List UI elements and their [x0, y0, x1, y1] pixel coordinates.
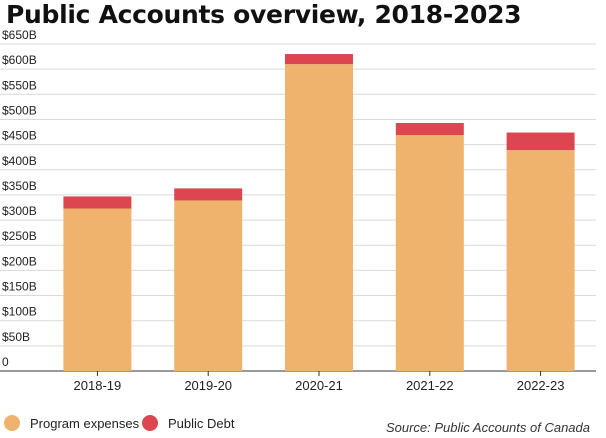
legend-item-program-expenses: Program expenses — [4, 415, 139, 431]
y-tick-label: 0 — [2, 355, 9, 369]
y-tick-label: $150B — [2, 280, 37, 294]
legend-swatch-public-debt — [142, 415, 158, 431]
legend-swatch-program-expenses — [4, 415, 20, 431]
source-note: Source: Public Accounts of Canada — [385, 420, 590, 435]
y-tick-label: $500B — [2, 103, 37, 117]
x-axis: 2018-19 2019-20 2020-21 2021-22 2022-23 — [74, 371, 565, 393]
y-tick-label: $350B — [2, 179, 37, 193]
bar-program-expenses-2018-19 — [63, 208, 132, 371]
bar-public-debt-2022-23 — [506, 132, 575, 151]
bars — [63, 54, 575, 371]
y-tick-label: $650B — [2, 28, 37, 42]
y-tick-label: $200B — [2, 254, 37, 268]
y-tick-label: $550B — [2, 78, 37, 92]
x-tick-label: 2021-22 — [406, 378, 454, 393]
bar-program-expenses-2022-23 — [506, 150, 575, 371]
bar-program-expenses-2021-22 — [395, 135, 464, 371]
x-tick-label: 2018-19 — [74, 378, 122, 393]
legend: Program expenses Public Debt — [0, 415, 606, 437]
y-tick-label: $450B — [2, 129, 37, 143]
x-tick-label: 2019-20 — [184, 378, 232, 393]
bar-public-debt-2021-22 — [395, 122, 464, 136]
legend-item-public-debt: Public Debt — [142, 415, 234, 431]
bar-chart: 0 $50B $100B $150B $200B $250B $300B $350B $400B… — [0, 28, 596, 393]
y-tick-label: $600B — [2, 53, 37, 67]
y-tick-label: $250B — [2, 229, 37, 243]
bar-public-debt-2018-19 — [63, 196, 132, 209]
y-tick-label: $100B — [2, 305, 37, 319]
legend-label-public-debt: Public Debt — [168, 415, 235, 431]
bar-public-debt-2020-21 — [285, 54, 353, 65]
chart-title: Public Accounts overview, 2018-2023 — [6, 0, 522, 29]
bar-program-expenses-2020-21 — [285, 64, 353, 371]
x-tick-label: 2020-21 — [295, 378, 343, 393]
y-axis: 0 $50B $100B $150B $200B $250B $300B $350B $400B… — [2, 28, 37, 369]
y-tick-label: $50B — [2, 330, 30, 344]
y-tick-label: $400B — [2, 154, 37, 168]
x-tick-label: 2022-23 — [517, 378, 565, 393]
y-tick-label: $300B — [2, 204, 37, 218]
legend-label-program-expenses: Program expenses — [30, 415, 140, 431]
bar-program-expenses-2019-20 — [174, 200, 243, 371]
bar-public-debt-2019-20 — [174, 188, 243, 201]
